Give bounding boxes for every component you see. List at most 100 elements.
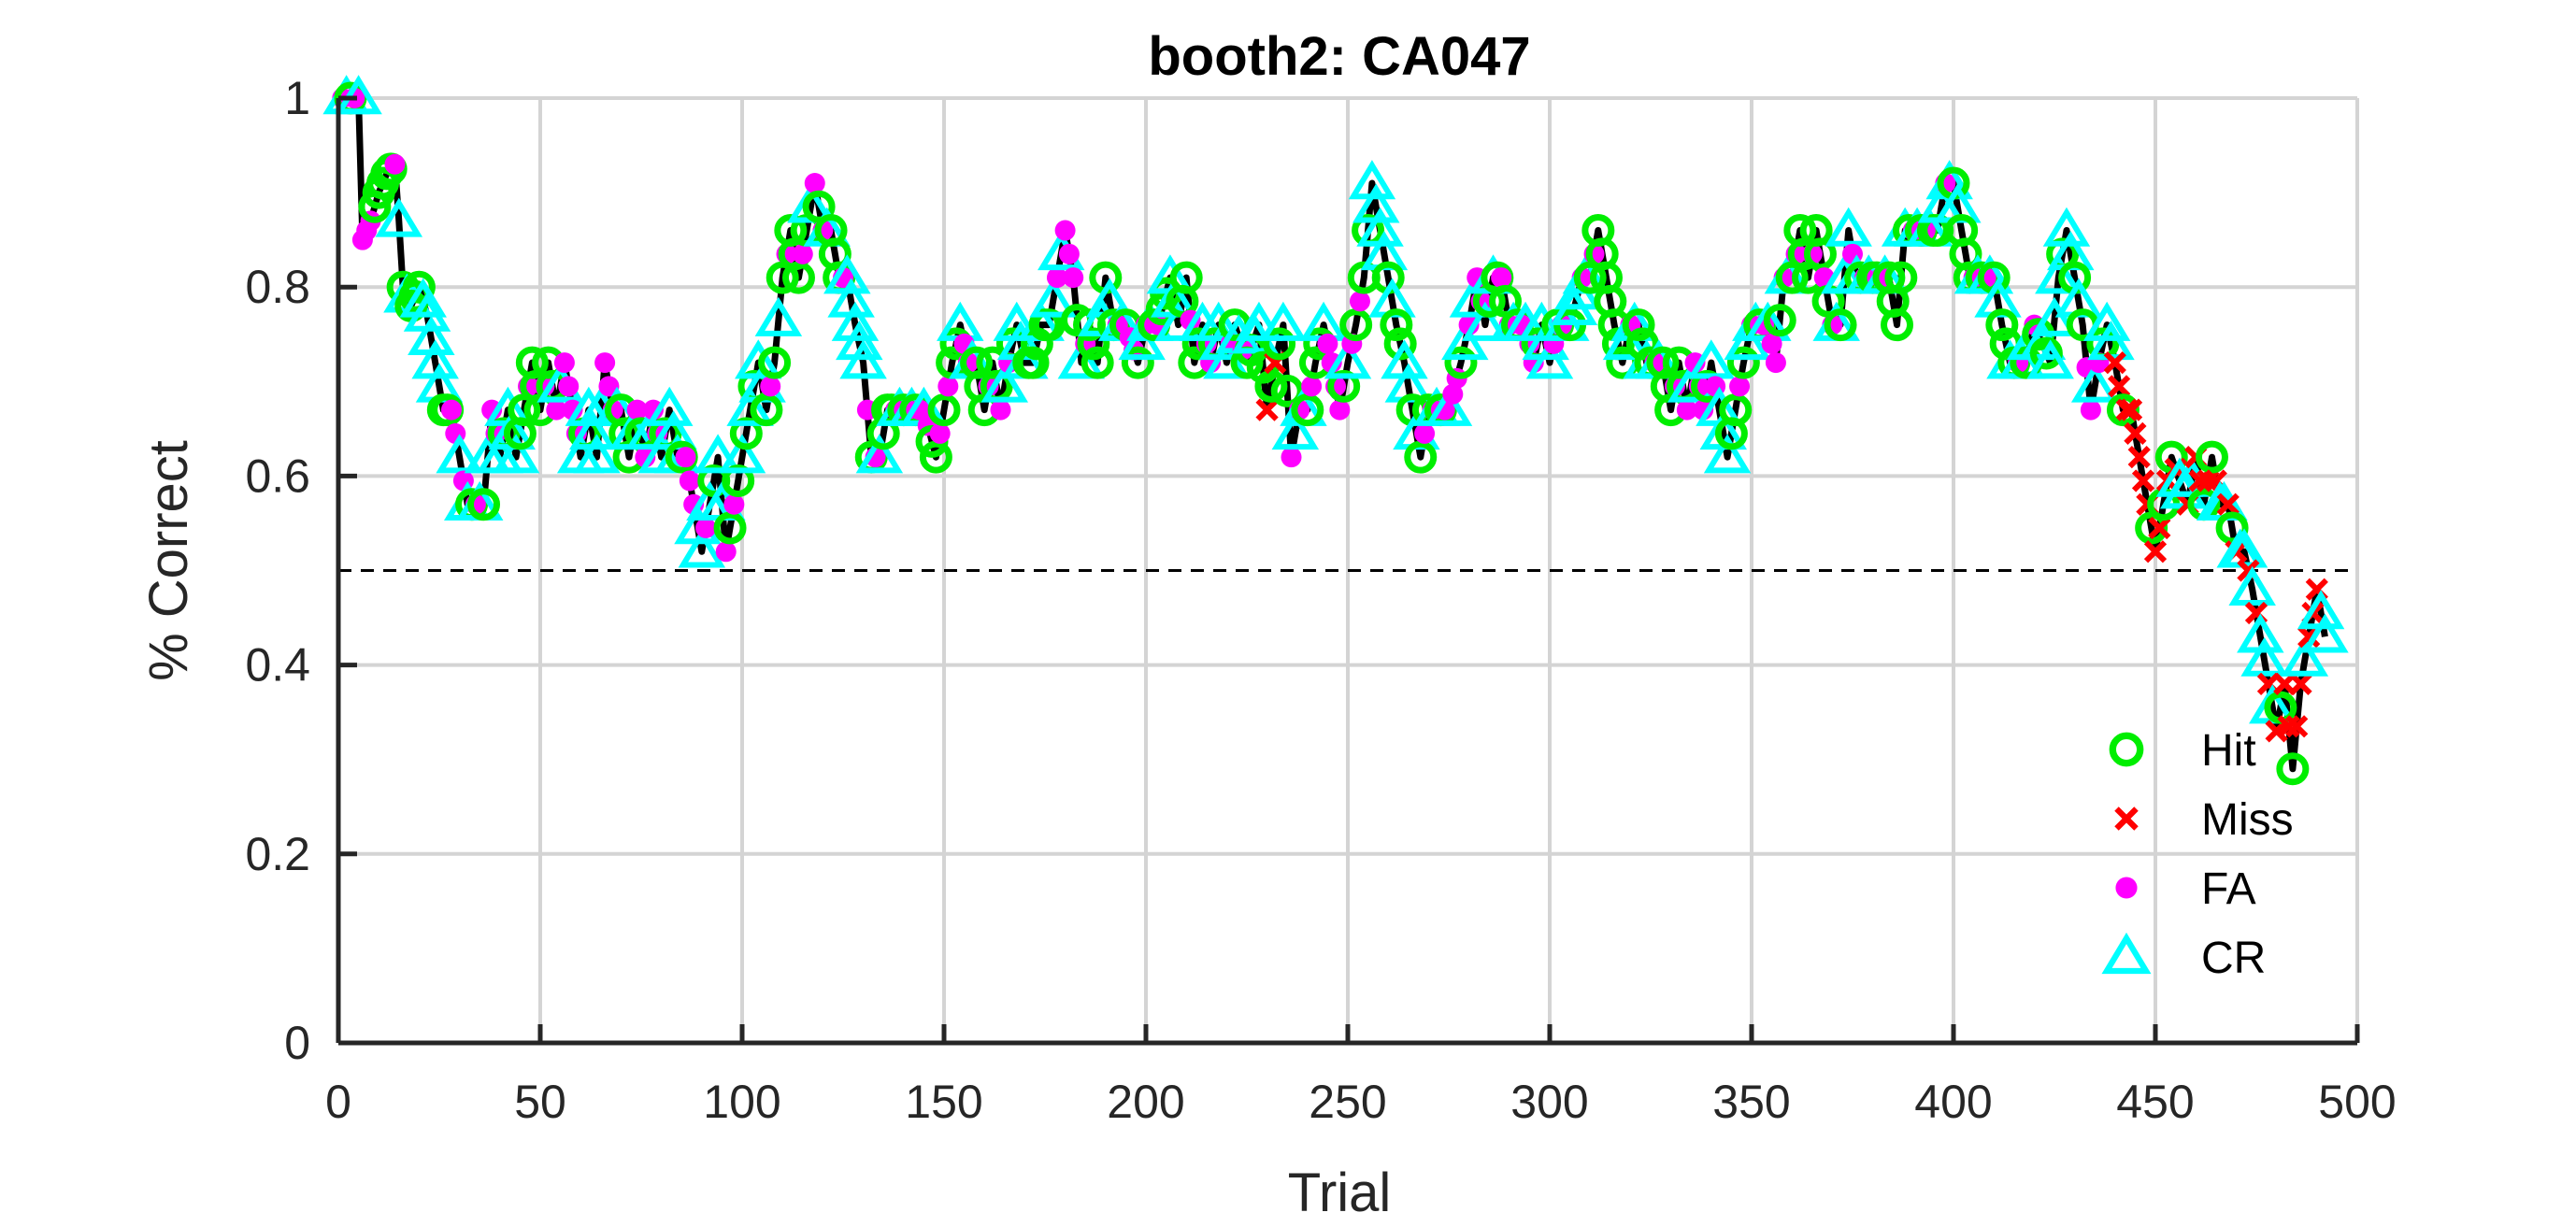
miss-marker-stroke bbox=[2124, 421, 2147, 446]
cr-marker bbox=[1424, 386, 1473, 426]
miss-marker bbox=[2148, 516, 2171, 540]
hit-marker bbox=[1121, 346, 1154, 379]
hit-marker bbox=[927, 393, 961, 427]
miss-marker-stroke bbox=[2114, 806, 2139, 831]
cr-marker bbox=[2030, 296, 2079, 336]
fa-marker bbox=[2080, 399, 2101, 421]
fa-marker bbox=[937, 376, 959, 397]
miss-marker bbox=[2265, 720, 2288, 743]
hit-marker bbox=[1380, 308, 1413, 342]
x-tick-label: 150 bbox=[905, 1076, 982, 1128]
miss-marker-stroke bbox=[2277, 715, 2300, 738]
hit-marker bbox=[1881, 308, 1914, 342]
fa-marker bbox=[792, 243, 813, 264]
fa-marker bbox=[1414, 422, 1436, 444]
cr-marker bbox=[1057, 339, 1106, 379]
fa-marker bbox=[1676, 399, 1697, 421]
y-tick-label: 0.2 bbox=[245, 828, 310, 880]
fa-marker bbox=[558, 376, 580, 397]
miss-marker bbox=[2124, 421, 2147, 446]
y-axis-label: % Correct bbox=[138, 440, 199, 681]
cr-marker bbox=[1687, 339, 1736, 379]
hit-marker bbox=[1263, 327, 1296, 361]
x-tick-label: 200 bbox=[1107, 1076, 1184, 1128]
hit-marker bbox=[1339, 308, 1373, 342]
cr-marker bbox=[1118, 321, 1166, 361]
legend-label-miss: Miss bbox=[2201, 795, 2294, 845]
miss-marker-stroke bbox=[2204, 469, 2227, 492]
y-tick-label: 0.6 bbox=[245, 449, 310, 502]
legend-label-hit: Hit bbox=[2201, 726, 2256, 776]
cr-marker bbox=[1324, 339, 1372, 379]
y-tick-labels: 0 0.2 0.4 0.6 0.8 1 bbox=[245, 72, 310, 1069]
miss-marker bbox=[2127, 446, 2151, 469]
fa-marker bbox=[1301, 376, 1323, 397]
cr-marker bbox=[839, 339, 887, 379]
x-tick-label: 350 bbox=[1712, 1076, 1790, 1128]
cr-marker bbox=[2228, 565, 2276, 606]
y-tick-label: 0.4 bbox=[245, 639, 310, 692]
cr-marker bbox=[1441, 321, 1489, 361]
hit-marker bbox=[1444, 346, 1478, 379]
miss-marker-stroke bbox=[2127, 446, 2151, 469]
hit-marker bbox=[1254, 369, 1288, 403]
fa-marker bbox=[1317, 333, 1338, 354]
hit-marker bbox=[750, 393, 783, 427]
cr-marker bbox=[754, 296, 803, 336]
hit-marker bbox=[1622, 308, 1655, 342]
miss-marker-stroke bbox=[2244, 601, 2268, 625]
x-tick-label: 50 bbox=[514, 1076, 566, 1128]
hit-marker bbox=[1824, 308, 1857, 342]
miss-marker bbox=[2107, 375, 2131, 398]
y-tick-label: 0 bbox=[284, 1017, 310, 1069]
miss-marker bbox=[2103, 350, 2126, 375]
cr-marker bbox=[980, 363, 1029, 403]
hit-marker bbox=[467, 488, 501, 521]
cr-marker bbox=[399, 278, 447, 318]
cr-marker bbox=[1259, 301, 1308, 341]
cr-marker bbox=[718, 434, 766, 474]
fa-marker bbox=[1729, 376, 1751, 397]
cr-marker bbox=[1703, 434, 1752, 474]
cr-marker bbox=[2301, 613, 2349, 653]
hit-marker bbox=[2106, 393, 2140, 427]
hit-marker bbox=[1270, 374, 1304, 407]
hit-marker bbox=[1985, 308, 2019, 342]
legend: Hit Miss FA CR bbox=[2101, 726, 2294, 983]
hit-marker bbox=[2195, 440, 2228, 474]
cr-marker bbox=[573, 434, 621, 474]
miss-marker-stroke bbox=[2103, 350, 2126, 375]
fa-marker bbox=[1281, 447, 1302, 468]
hit-marker bbox=[1169, 261, 1203, 294]
fa-marker bbox=[929, 422, 951, 444]
cr-marker bbox=[492, 434, 540, 474]
miss-marker-stroke bbox=[2285, 715, 2309, 738]
miss-marker bbox=[2285, 715, 2309, 738]
hit-marker bbox=[1080, 346, 1114, 379]
miss-marker bbox=[2289, 672, 2312, 695]
cr-marker bbox=[1461, 301, 1510, 341]
miss-marker-stroke bbox=[2148, 516, 2171, 540]
x-tick-label: 100 bbox=[703, 1076, 780, 1128]
miss-marker-stroke bbox=[2119, 398, 2143, 421]
cr-marker bbox=[1602, 321, 1651, 361]
miss-marker bbox=[2216, 492, 2240, 516]
cr-marker bbox=[2281, 636, 2329, 677]
fa-marker bbox=[679, 470, 700, 492]
cr-marker bbox=[726, 386, 774, 426]
fa-marker bbox=[2115, 877, 2138, 899]
fa-marker bbox=[675, 447, 696, 468]
fa-marker bbox=[990, 399, 1011, 421]
x-tick-label: 400 bbox=[1914, 1076, 1992, 1128]
miss-marker-stroke bbox=[2115, 398, 2139, 421]
hit-marker bbox=[1884, 261, 1918, 294]
x-tick-label: 500 bbox=[2318, 1076, 2396, 1128]
fa-marker bbox=[695, 518, 717, 539]
fa-marker bbox=[626, 399, 648, 421]
cr-marker bbox=[375, 197, 423, 237]
fa-marker bbox=[384, 153, 406, 175]
cr-marker bbox=[2240, 636, 2288, 677]
hit-marker bbox=[1763, 304, 1796, 337]
cr-marker bbox=[1525, 339, 1574, 379]
